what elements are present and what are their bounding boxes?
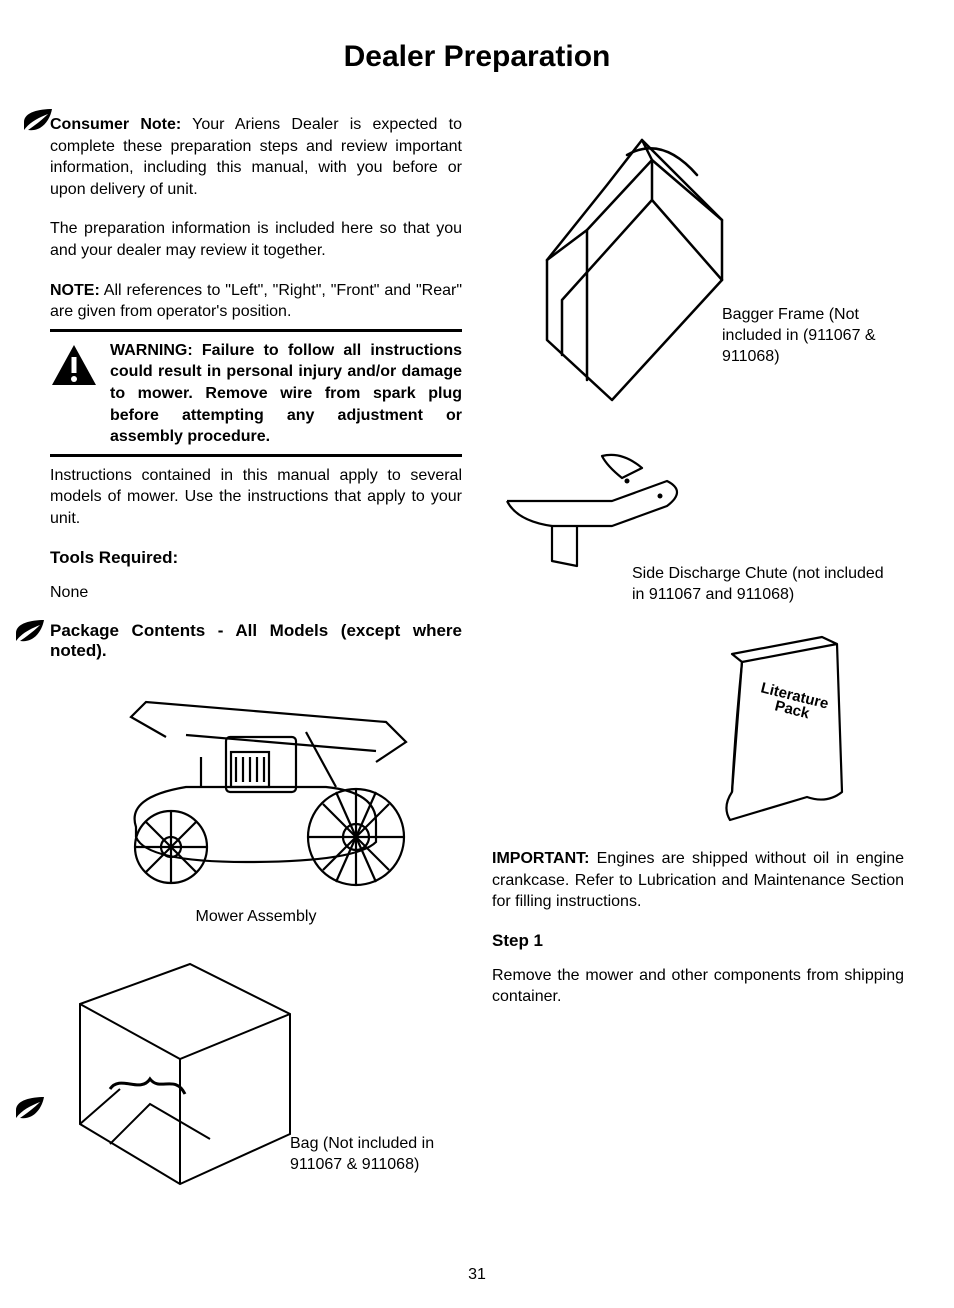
two-column-layout: Consumer Note: Your Ariens Dealer is exp…	[50, 114, 904, 1220]
tools-required-body: None	[50, 582, 462, 604]
bag-caption: Bag (Not included in 911067 & 911068)	[290, 1134, 465, 1176]
note-paragraph: NOTE: All references to "Left", "Right",…	[50, 280, 462, 323]
mower-assembly-figure: Mower Assembly	[50, 677, 462, 928]
right-column: Bagger Frame (Not included in (911067 & …	[492, 114, 904, 1220]
leaf-icon	[20, 106, 56, 136]
consumer-note-paragraph: Consumer Note: Your Ariens Dealer is exp…	[50, 114, 462, 200]
step-1-heading: Step 1	[492, 931, 904, 951]
literature-pack-illustration: Literature Pack	[712, 632, 852, 832]
bag-illustration	[50, 944, 310, 1194]
warning-block: WARNING: Failure to follow all instructi…	[50, 340, 462, 448]
bag-figure: Bag (Not included in 911067 & 911068)	[50, 944, 462, 1204]
mower-assembly-caption: Mower Assembly	[50, 907, 462, 928]
bagger-frame-caption: Bagger Frame (Not included in (911067 & …	[722, 305, 902, 367]
package-contents-heading: Package Contents - All Models (except wh…	[50, 621, 462, 661]
page-number: 31	[0, 1266, 954, 1284]
rule-top	[50, 329, 462, 332]
important-label: IMPORTANT:	[492, 850, 589, 867]
important-paragraph: IMPORTANT: Engines are shipped without o…	[492, 848, 904, 913]
package-contents-block: Package Contents - All Models (except wh…	[50, 621, 462, 661]
mower-assembly-illustration	[76, 677, 436, 897]
warning-text-block: WARNING: Failure to follow all instructi…	[110, 340, 462, 448]
step-1-body: Remove the mower and other components fr…	[492, 965, 904, 1008]
bagger-frame-figure: Bagger Frame (Not included in (911067 & …	[492, 130, 904, 430]
side-chute-caption: Side Discharge Chute (not included in 91…	[632, 564, 892, 606]
page-root: Dealer Preparation Consumer Note: Your A…	[0, 0, 954, 1308]
warning-triangle-icon	[50, 343, 98, 387]
note-label: NOTE:	[50, 282, 100, 299]
consumer-note-label: Consumer Note:	[50, 116, 181, 133]
prep-info-paragraph: The preparation information is included …	[50, 218, 462, 261]
literature-pack-figure: Literature Pack	[712, 632, 904, 832]
side-chute-illustration	[492, 446, 702, 576]
tools-required-heading: Tools Required:	[50, 548, 462, 568]
left-column: Consumer Note: Your Ariens Dealer is exp…	[50, 114, 462, 1220]
page-title: Dealer Preparation	[50, 40, 904, 74]
rule-bottom	[50, 454, 462, 457]
warning-label: WARNING:	[110, 342, 193, 359]
leaf-icon	[12, 617, 48, 647]
side-chute-figure: Side Discharge Chute (not included in 91…	[492, 446, 904, 616]
leaf-icon	[12, 1094, 48, 1124]
bagger-frame-illustration	[492, 130, 752, 430]
note-text: All references to "Left", "Right", "Fron…	[50, 282, 462, 321]
instructions-apply-paragraph: Instructions contained in this manual ap…	[50, 465, 462, 530]
